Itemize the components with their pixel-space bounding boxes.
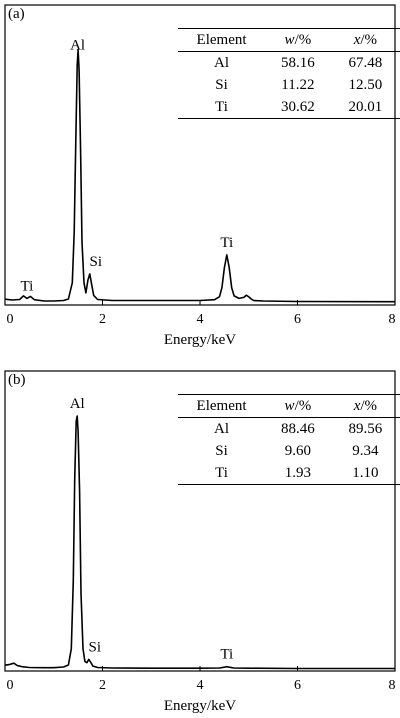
table-header-row: Element w/% x/% — [178, 28, 400, 52]
spectrum-trace-a — [4, 49, 396, 303]
spectrum-panel-a: (a) 0 2 4 6 8 Al Si Ti Ti Energy/keV Element w/… — [0, 0, 400, 352]
x-tick-label: 2 — [99, 312, 106, 327]
cell-w: 9.60 — [284, 442, 312, 459]
peak-label-ti: Ti — [220, 235, 233, 251]
cell-x: 89.56 — [348, 420, 383, 437]
spectrum-chart-a: (a) 0 2 4 6 8 Al Si Ti Ti Energy/keV — [4, 4, 396, 348]
table-row: Ti 30.62 20.01 — [178, 96, 400, 119]
cell-element: Si — [215, 442, 228, 459]
peak-label-si: Si — [90, 254, 103, 270]
x-tick-label: 2 — [99, 678, 106, 693]
cell-w: 58.16 — [281, 54, 315, 71]
composition-table-b: Element w/% x/% Al 88.46 89.56 Si 9.60 9… — [178, 394, 400, 485]
x-tick-labels-b: 0 2 4 6 8 — [7, 678, 396, 693]
table-row: Si 11.22 12.50 — [178, 74, 400, 96]
table-row: Ti 1.93 1.10 — [178, 462, 400, 485]
cell-element: Ti — [178, 96, 266, 119]
cell-x: 1.10 — [330, 462, 400, 485]
x-tick-label: 8 — [389, 312, 396, 327]
x-tick-label: 6 — [294, 678, 301, 693]
cell-w: 1.93 — [265, 462, 331, 485]
header-w: w/% — [265, 394, 331, 418]
peak-label-si: Si — [89, 639, 102, 655]
spectrum-trace-b — [4, 415, 395, 670]
cell-element: Si — [215, 76, 228, 93]
cell-w: 30.62 — [265, 96, 331, 119]
x-axis-label-b: Energy/keV — [164, 698, 236, 714]
header-element: Element — [178, 394, 266, 418]
peak-labels-b: Al Si Ti — [70, 396, 234, 663]
cell-x: 67.48 — [348, 54, 383, 71]
panel-label-b: (b) — [8, 372, 26, 388]
peak-label-ti: Ti — [220, 647, 233, 663]
plot-frame-b — [4, 370, 396, 672]
x-tick-label: 8 — [389, 678, 396, 693]
cell-w: 88.46 — [281, 420, 315, 437]
table-row: Si 9.60 9.34 — [178, 440, 400, 462]
cell-w: 11.22 — [281, 76, 315, 93]
composition-table-a: Element w/% x/% Al 58.16 67.48 Si 11.22 … — [178, 28, 400, 119]
cell-x: 12.50 — [348, 76, 383, 93]
cell-x: 9.34 — [352, 442, 379, 459]
header-w: w/% — [265, 28, 331, 52]
cell-element: Al — [214, 54, 230, 71]
x-tick-label: 0 — [7, 678, 14, 693]
table-row: Al 88.46 89.56 — [178, 418, 400, 441]
x-tick-label: 4 — [197, 312, 204, 327]
x-tick-label: 4 — [197, 678, 204, 693]
cell-x: 20.01 — [330, 96, 400, 119]
header-x: x/% — [330, 28, 400, 52]
x-tick-label: 0 — [7, 312, 14, 327]
x-tick-labels-a: 0 2 4 6 8 — [7, 312, 396, 327]
peak-label-al: Al — [70, 396, 85, 412]
spectrum-panel-b: (b) 0 2 4 6 8 Al Si Ti Energy/keV Element w/% … — [0, 366, 400, 718]
header-x: x/% — [330, 394, 400, 418]
table-row: Al 58.16 67.48 — [178, 52, 400, 75]
x-axis-label-a: Energy/keV — [164, 332, 236, 348]
x-tick-label: 6 — [294, 312, 301, 327]
spectrum-chart-b: (b) 0 2 4 6 8 Al Si Ti Energy/keV — [4, 370, 396, 714]
peak-label-ti: Ti — [20, 278, 33, 294]
cell-element: Al — [214, 420, 230, 437]
plot-frame-a — [4, 4, 396, 306]
peak-label-al: Al — [70, 38, 85, 54]
panel-label-a: (a) — [8, 6, 25, 22]
table-header-row: Element w/% x/% — [178, 394, 400, 418]
header-element: Element — [178, 28, 266, 52]
peak-labels-a: Al Si Ti Ti — [20, 38, 233, 295]
cell-element: Ti — [178, 462, 266, 485]
